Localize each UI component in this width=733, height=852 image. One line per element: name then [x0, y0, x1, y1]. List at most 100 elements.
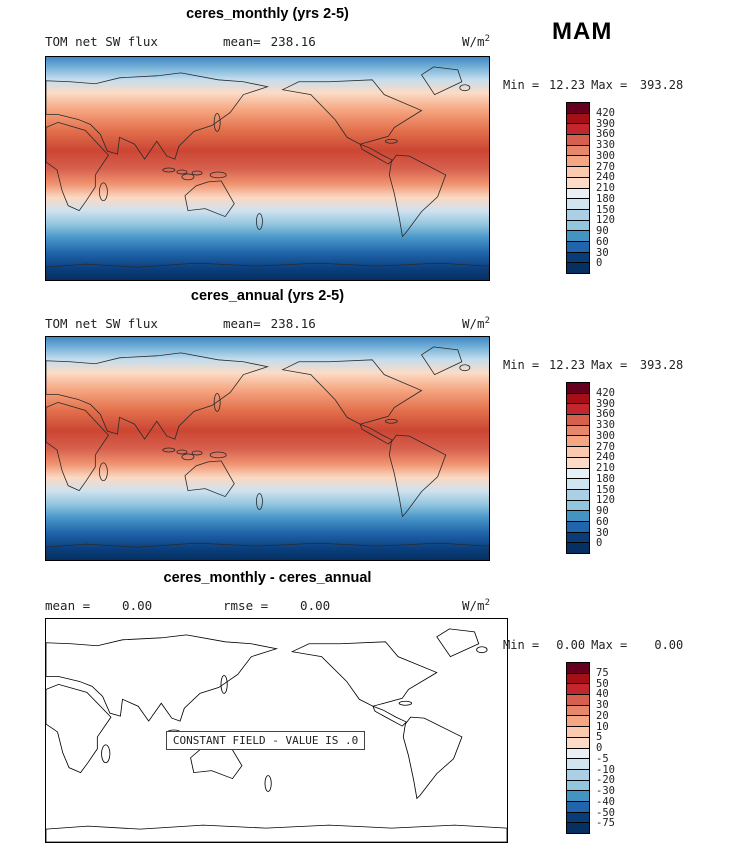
colorbar-tick-label: 300 [596, 149, 615, 162]
colorbar-tick-label: 10 [596, 720, 609, 733]
max-value: 0.00 [654, 638, 684, 652]
minmax-difference: Min = 0.00 Max = 0.00 [503, 638, 731, 652]
colorbar-cell [567, 456, 589, 468]
units-label: W/m2 [462, 316, 490, 332]
colorbar-cell [567, 446, 589, 457]
colorbar-tick-label: 390 [596, 397, 615, 410]
panel-subrow-difference: mean = 0.00 rmse = 0.00 W/m2 [45, 598, 490, 616]
colorbar-tick-label: -40 [596, 795, 615, 808]
minmax-monthly: Min = 12.23 Max = 393.28 [503, 78, 731, 92]
colorbar-tick-label: 20 [596, 709, 609, 722]
units-label: W/m2 [462, 34, 490, 50]
units-label: W/m2 [462, 598, 490, 614]
mean-label: mean= [223, 34, 261, 49]
season-label: MAM [552, 18, 613, 45]
max-label: Max = [591, 358, 628, 372]
colorbar-tick-label: -5 [596, 752, 609, 765]
colorbar-tick-label: 150 [596, 203, 615, 216]
colorbar-cell [567, 144, 589, 156]
colorbar-cell [567, 134, 589, 145]
colorbar-cell [567, 251, 589, 263]
map-canvas-annual [45, 336, 490, 561]
world-map-svg [46, 337, 489, 560]
colorbar-ticks: 420 390 360 330 300 270 240 210 180 150 120 90 60 30 0 [596, 102, 636, 274]
colorbar-cell [567, 383, 589, 393]
colorbar-cell [567, 230, 589, 241]
mean-value: 238.16 [270, 316, 316, 331]
colorbar-cell [567, 736, 589, 748]
colorbar-cell [567, 499, 589, 511]
colorbar-cell [567, 683, 589, 695]
colorbar-cell [567, 166, 589, 177]
colorbar-cell [567, 542, 589, 553]
rmse-value: 0.00 [300, 598, 331, 613]
colorbar-cell [567, 198, 589, 209]
colorbar-tick-label: 420 [596, 386, 615, 399]
colorbar-cell [567, 112, 589, 124]
colorbar-tick-label: 300 [596, 429, 615, 442]
colorbar-cell [567, 435, 589, 447]
colorbar-tick-label: 240 [596, 451, 615, 463]
colorbar-cell [567, 520, 589, 532]
colorbar-cell [567, 155, 589, 167]
colorbar-tick-label: 180 [596, 472, 615, 485]
colorbar-tick-label: 360 [596, 408, 615, 420]
colorbar-tick-label: 0 [596, 741, 603, 754]
colorbar-tick-label: 0 [596, 537, 603, 549]
colorbar-cell [567, 467, 589, 479]
max-value: 393.28 [639, 358, 684, 372]
colorbar-cell [567, 392, 589, 404]
colorbar-cell [567, 747, 589, 759]
colorbar-cell [567, 779, 589, 791]
colorbar-cells [566, 382, 590, 554]
colorbar-cell [567, 704, 589, 716]
colorbar-tick-label: 240 [596, 171, 615, 183]
colorbar-ticks: 75 50 40 30 20 10 5 0 -5 -10 -20 -30 -40 -50 -75 [596, 662, 636, 834]
field-label: TOM net SW flux [45, 316, 158, 331]
colorbar-tick-label: -20 [596, 774, 615, 786]
colorbar-cell [567, 790, 589, 801]
colorbar-tick-label: 30 [596, 246, 609, 259]
colorbar-tick-label: 120 [596, 494, 615, 506]
max-label: Max = [591, 638, 628, 652]
colorbar-tick-label: 330 [596, 138, 615, 151]
colorbar-tick-label: 210 [596, 181, 615, 194]
colorbar-cell [567, 103, 589, 113]
colorbar-tick-label: 270 [596, 160, 615, 173]
colorbar-cell [567, 123, 589, 135]
colorbar-tick-label: -30 [596, 784, 615, 797]
min-value: 0.00 [556, 638, 586, 652]
min-value: 12.23 [549, 78, 586, 92]
colorbar-tick-label: 90 [596, 504, 609, 517]
colorbar-cell [567, 403, 589, 415]
map-canvas-monthly [45, 56, 490, 281]
colorbar-tick-label: 270 [596, 440, 615, 453]
panel-title-difference: ceres_monthly - ceres_annual [163, 570, 372, 586]
colorbar-ticks: 420 390 360 330 300 270 240 210 180 150 120 90 60 30 0 [596, 382, 636, 554]
colorbar-tick-label: 40 [596, 688, 609, 700]
world-map-svg [46, 57, 489, 280]
colorbar-tick-label: 180 [596, 192, 615, 205]
colorbar-tick-label: 60 [596, 515, 609, 528]
minmax-annual: Min = 12.23 Max = 393.28 [503, 358, 731, 372]
colorbar-cell [567, 262, 589, 273]
colorbar-cell [567, 822, 589, 833]
colorbar-monthly: 420 390 360 330 300 270 240 210 180 150 120 90 60 30 0 [552, 102, 636, 274]
panel-subrow-annual: TOM net SW flux mean= 238.16 W/m2 [45, 316, 490, 334]
colorbar-cell [567, 510, 589, 521]
colorbar-cell [567, 672, 589, 684]
colorbar-cell [567, 219, 589, 231]
min-label: Min = [503, 358, 540, 372]
colorbar-cells [566, 662, 590, 834]
colorbar-cells [566, 102, 590, 274]
colorbar-cell [567, 715, 589, 727]
mean-label: mean = [45, 598, 91, 613]
colorbar-cell [567, 488, 589, 500]
colorbar-tick-label: 360 [596, 128, 615, 140]
min-value: 12.23 [549, 358, 586, 372]
colorbar-tick-label: 390 [596, 117, 615, 130]
mean-value: 0.00 [122, 598, 153, 613]
colorbar-cell [567, 768, 589, 780]
colorbar-cell [567, 424, 589, 436]
colorbar-cell [567, 176, 589, 188]
